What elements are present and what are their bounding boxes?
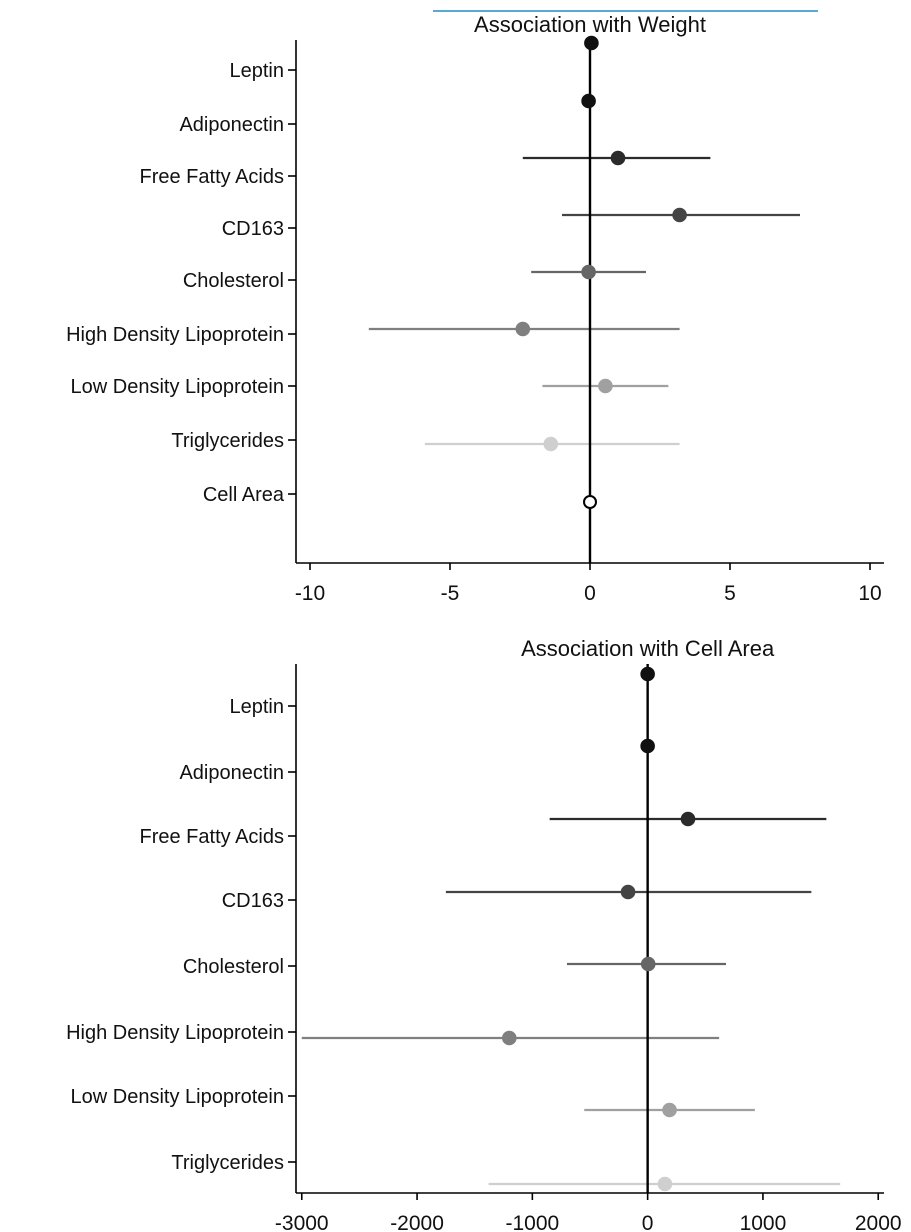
x-tick-label: 0 xyxy=(584,582,596,605)
weight-association-panel: Association with Weight -10 -5 0 5 10 Leptin Ad… xyxy=(66,12,884,605)
header-accent-bar xyxy=(433,0,818,12)
point-estimate xyxy=(662,1102,677,1118)
category-label: High Density Lipoprotein xyxy=(66,324,284,346)
point-estimate xyxy=(672,207,687,223)
category-label: High Density Lipoprotein xyxy=(66,1022,284,1044)
category-label: Adiponectin xyxy=(179,114,284,136)
category-label: CD163 xyxy=(222,218,284,240)
point-estimate xyxy=(620,884,636,900)
point-estimate xyxy=(581,93,596,109)
x-tick-label: -3000 xyxy=(275,1212,329,1232)
point-estimate xyxy=(640,666,655,682)
point-estimate xyxy=(515,321,531,337)
category-label: Adiponectin xyxy=(179,762,284,784)
point-estimate xyxy=(680,811,696,827)
x-tick-label: 10 xyxy=(858,582,881,605)
point-estimate xyxy=(640,738,655,754)
category-label: Low Density Lipoprotein xyxy=(71,1086,284,1108)
chart-title: Association with Weight xyxy=(474,12,706,37)
x-tick-label: 0 xyxy=(642,1212,654,1232)
point-estimate xyxy=(598,378,613,394)
point-estimate xyxy=(581,264,596,280)
x-tick-label: -1000 xyxy=(505,1212,559,1232)
category-label: Cell Area xyxy=(203,484,285,506)
category-label: Cholesterol xyxy=(183,956,284,978)
x-tick-label: 1000 xyxy=(740,1212,787,1232)
point-estimate xyxy=(640,956,656,972)
chart-title: Association with Cell Area xyxy=(521,636,775,661)
x-tick-label: -2000 xyxy=(390,1212,444,1232)
category-label: Free Fatty Acids xyxy=(140,166,285,188)
point-estimate xyxy=(543,436,559,452)
x-tick-label: 2000 xyxy=(855,1212,902,1232)
point-estimate xyxy=(610,150,626,166)
x-tick-label: 5 xyxy=(724,582,736,605)
x-tick-label: -5 xyxy=(441,582,460,605)
x-tick-label: -10 xyxy=(295,582,325,605)
category-label: Triglycerides xyxy=(171,1152,284,1174)
point-estimate xyxy=(657,1176,673,1192)
category-label: Triglycerides xyxy=(171,430,284,452)
category-label: Low Density Lipoprotein xyxy=(71,376,284,398)
point-estimate xyxy=(584,35,599,51)
category-label: Cholesterol xyxy=(183,270,284,292)
cell-area-association-panel: Association with Cell Area -3000 -2000 -100… xyxy=(66,636,902,1232)
category-label: CD163 xyxy=(222,890,284,912)
point-estimate xyxy=(501,1030,517,1046)
category-label: Leptin xyxy=(230,696,285,718)
category-label: Leptin xyxy=(230,60,285,82)
point-estimate xyxy=(583,495,597,509)
category-label: Free Fatty Acids xyxy=(140,826,285,848)
